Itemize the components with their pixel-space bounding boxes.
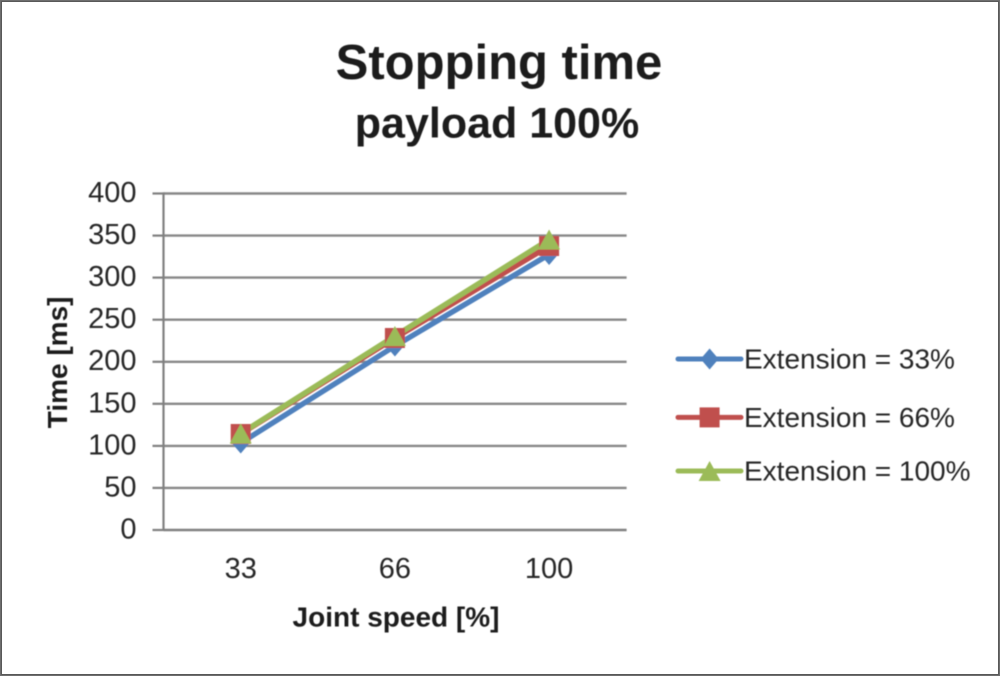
svg-text:33: 33 [225, 553, 257, 585]
svg-text:payload 100%: payload 100% [355, 100, 639, 148]
svg-text:100: 100 [88, 429, 136, 461]
svg-text:300: 300 [88, 261, 136, 293]
svg-text:Extension = 100%: Extension = 100% [744, 456, 971, 487]
svg-text:400: 400 [88, 177, 136, 209]
svg-text:50: 50 [104, 471, 136, 503]
svg-text:Extension = 66%: Extension = 66% [744, 402, 955, 433]
svg-text:150: 150 [88, 387, 136, 419]
svg-text:Time [ms]: Time [ms] [42, 297, 73, 429]
svg-text:100: 100 [525, 553, 573, 585]
svg-text:0: 0 [120, 514, 136, 546]
svg-text:250: 250 [88, 303, 136, 335]
svg-text:Stopping time: Stopping time [336, 36, 663, 90]
svg-text:66: 66 [379, 553, 411, 585]
svg-text:200: 200 [88, 345, 136, 377]
svg-text:Extension = 33%: Extension = 33% [744, 344, 955, 375]
svg-text:Joint speed [%]: Joint speed [%] [293, 602, 500, 633]
svg-text:350: 350 [88, 219, 136, 251]
